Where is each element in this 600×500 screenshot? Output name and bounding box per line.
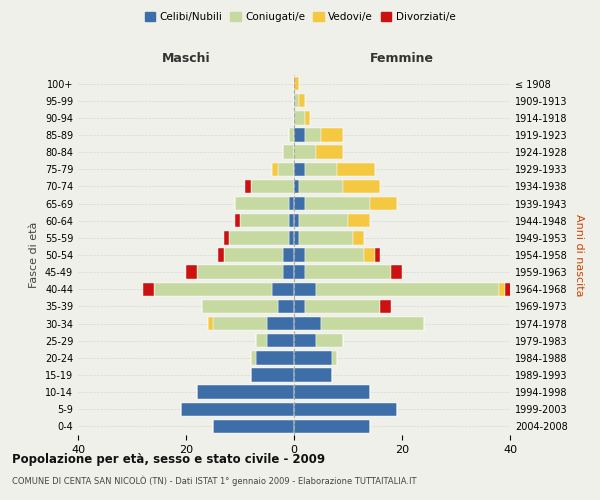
Bar (278, 300, 294, 313)
Bar (240, 214, 289, 228)
Bar (294, 248, 305, 262)
Bar (251, 180, 294, 193)
Bar (364, 248, 375, 262)
Bar (267, 334, 294, 347)
Bar (294, 317, 321, 330)
Bar (251, 368, 294, 382)
Bar (380, 300, 391, 313)
Bar (294, 77, 299, 90)
Text: Femmine: Femmine (370, 52, 434, 64)
Bar (245, 180, 251, 193)
Legend: Celibi/Nubili, Coniugati/e, Vedovi/e, Divorziati/e: Celibi/Nubili, Coniugati/e, Vedovi/e, Di… (140, 8, 460, 26)
Bar (283, 266, 294, 279)
Text: Popolazione per età, sesso e stato civile - 2009: Popolazione per età, sesso e stato civil… (12, 452, 325, 466)
Bar (256, 334, 267, 347)
Bar (224, 248, 283, 262)
Bar (208, 317, 213, 330)
Bar (294, 368, 332, 382)
Bar (272, 282, 294, 296)
Bar (305, 162, 337, 176)
Bar (278, 162, 294, 176)
Bar (348, 214, 370, 228)
Bar (294, 300, 305, 313)
Bar (305, 128, 321, 141)
Bar (186, 266, 197, 279)
Bar (294, 266, 305, 279)
Bar (305, 197, 370, 210)
Bar (229, 231, 289, 244)
Bar (143, 282, 154, 296)
Bar (213, 317, 267, 330)
Bar (235, 214, 240, 228)
Bar (294, 231, 299, 244)
Bar (289, 128, 294, 141)
Bar (375, 248, 380, 262)
Bar (267, 317, 294, 330)
Bar (299, 94, 305, 108)
Text: Maschi: Maschi (161, 52, 211, 64)
Bar (499, 282, 505, 296)
Bar (316, 146, 343, 159)
Bar (224, 231, 229, 244)
Bar (353, 231, 364, 244)
Bar (197, 266, 283, 279)
Bar (505, 282, 515, 296)
Bar (299, 180, 343, 193)
Bar (235, 197, 289, 210)
Bar (294, 282, 316, 296)
Bar (370, 197, 397, 210)
Bar (343, 180, 380, 193)
Bar (289, 214, 294, 228)
Bar (305, 248, 364, 262)
Bar (294, 94, 299, 108)
Bar (294, 180, 299, 193)
Bar (316, 282, 499, 296)
Bar (305, 266, 391, 279)
Bar (294, 351, 332, 364)
Bar (294, 111, 305, 124)
Bar (299, 231, 353, 244)
Bar (197, 386, 294, 399)
Bar (218, 248, 224, 262)
Bar (316, 334, 343, 347)
Bar (289, 197, 294, 210)
Bar (294, 214, 299, 228)
Bar (294, 386, 370, 399)
Bar (337, 162, 375, 176)
Bar (294, 420, 370, 433)
Bar (294, 402, 397, 416)
Bar (391, 266, 402, 279)
Bar (294, 334, 316, 347)
Bar (154, 282, 272, 296)
Bar (181, 402, 294, 416)
Bar (294, 197, 305, 210)
Bar (305, 111, 310, 124)
Bar (283, 248, 294, 262)
Bar (321, 317, 424, 330)
Y-axis label: Fasce di età: Fasce di età (29, 222, 39, 288)
Bar (256, 351, 294, 364)
Bar (272, 162, 278, 176)
Bar (305, 300, 380, 313)
Bar (289, 231, 294, 244)
Bar (202, 300, 278, 313)
Bar (283, 146, 294, 159)
Bar (213, 420, 294, 433)
Bar (321, 128, 343, 141)
Bar (294, 146, 316, 159)
Bar (299, 214, 348, 228)
Text: COMUNE DI CENTA SAN NICOLÒ (TN) - Dati ISTAT 1° gennaio 2009 - Elaborazione TUTT: COMUNE DI CENTA SAN NICOLÒ (TN) - Dati I… (12, 476, 416, 486)
Y-axis label: Anni di nascita: Anni di nascita (574, 214, 584, 296)
Bar (294, 162, 305, 176)
Bar (332, 351, 337, 364)
Bar (294, 128, 305, 141)
Bar (251, 351, 256, 364)
